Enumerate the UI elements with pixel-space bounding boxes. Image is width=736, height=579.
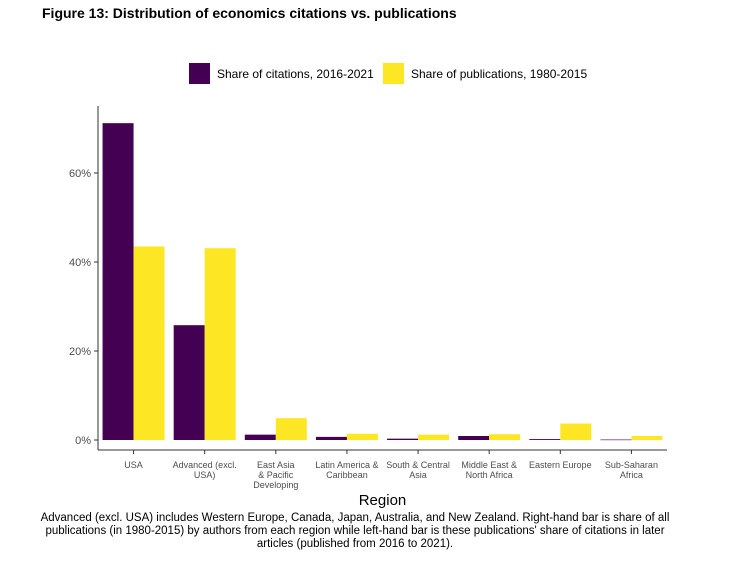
bar-publications (631, 435, 663, 440)
legend-swatch-publications (383, 63, 404, 84)
x-tick-label: South & Central Asia (386, 460, 450, 480)
bar-citations (600, 439, 632, 441)
x-axis-title: Region (359, 492, 407, 509)
x-tick-label: Sub-Saharan Africa (605, 460, 658, 480)
bar-publications (418, 434, 450, 440)
x-tick-label: Eastern Europe (529, 460, 592, 470)
x-tick-label: USA (124, 460, 143, 470)
bar-publications (275, 418, 307, 440)
bar-citations (529, 439, 561, 440)
bar-citations (173, 325, 205, 440)
bar-publications (346, 433, 378, 440)
legend-swatch-citations (189, 63, 210, 84)
figure-caption: Advanced (excl. USA) includes Western Eu… (40, 512, 670, 550)
bar-publications (489, 434, 521, 440)
y-tick-label: 40% (69, 257, 91, 269)
x-tick-label: East Asia & Pacific Developing (253, 460, 298, 490)
legend-label-citations: Share of citations, 2016-2021 (217, 67, 374, 81)
bar-citations (315, 436, 347, 440)
bar-publications (204, 248, 236, 440)
bar-citations (458, 435, 490, 440)
bar-citations (387, 438, 419, 440)
x-tick-label: Middle East & North Africa (461, 460, 517, 480)
bar-citations (102, 123, 134, 440)
x-tick-label: Latin America & Caribbean (315, 460, 378, 480)
y-tick-label: 20% (69, 346, 91, 358)
bar-publications (133, 246, 165, 440)
legend-label-publications: Share of publications, 1980-2015 (411, 67, 587, 81)
bar-publications (560, 423, 592, 440)
figure-title: Figure 13: Distribution of economics cit… (42, 5, 457, 21)
bar-citations (244, 434, 276, 440)
y-tick-label: 60% (69, 168, 91, 180)
y-tick-label: 0% (75, 435, 91, 447)
x-tick-label: Advanced (excl. USA) (173, 460, 237, 480)
